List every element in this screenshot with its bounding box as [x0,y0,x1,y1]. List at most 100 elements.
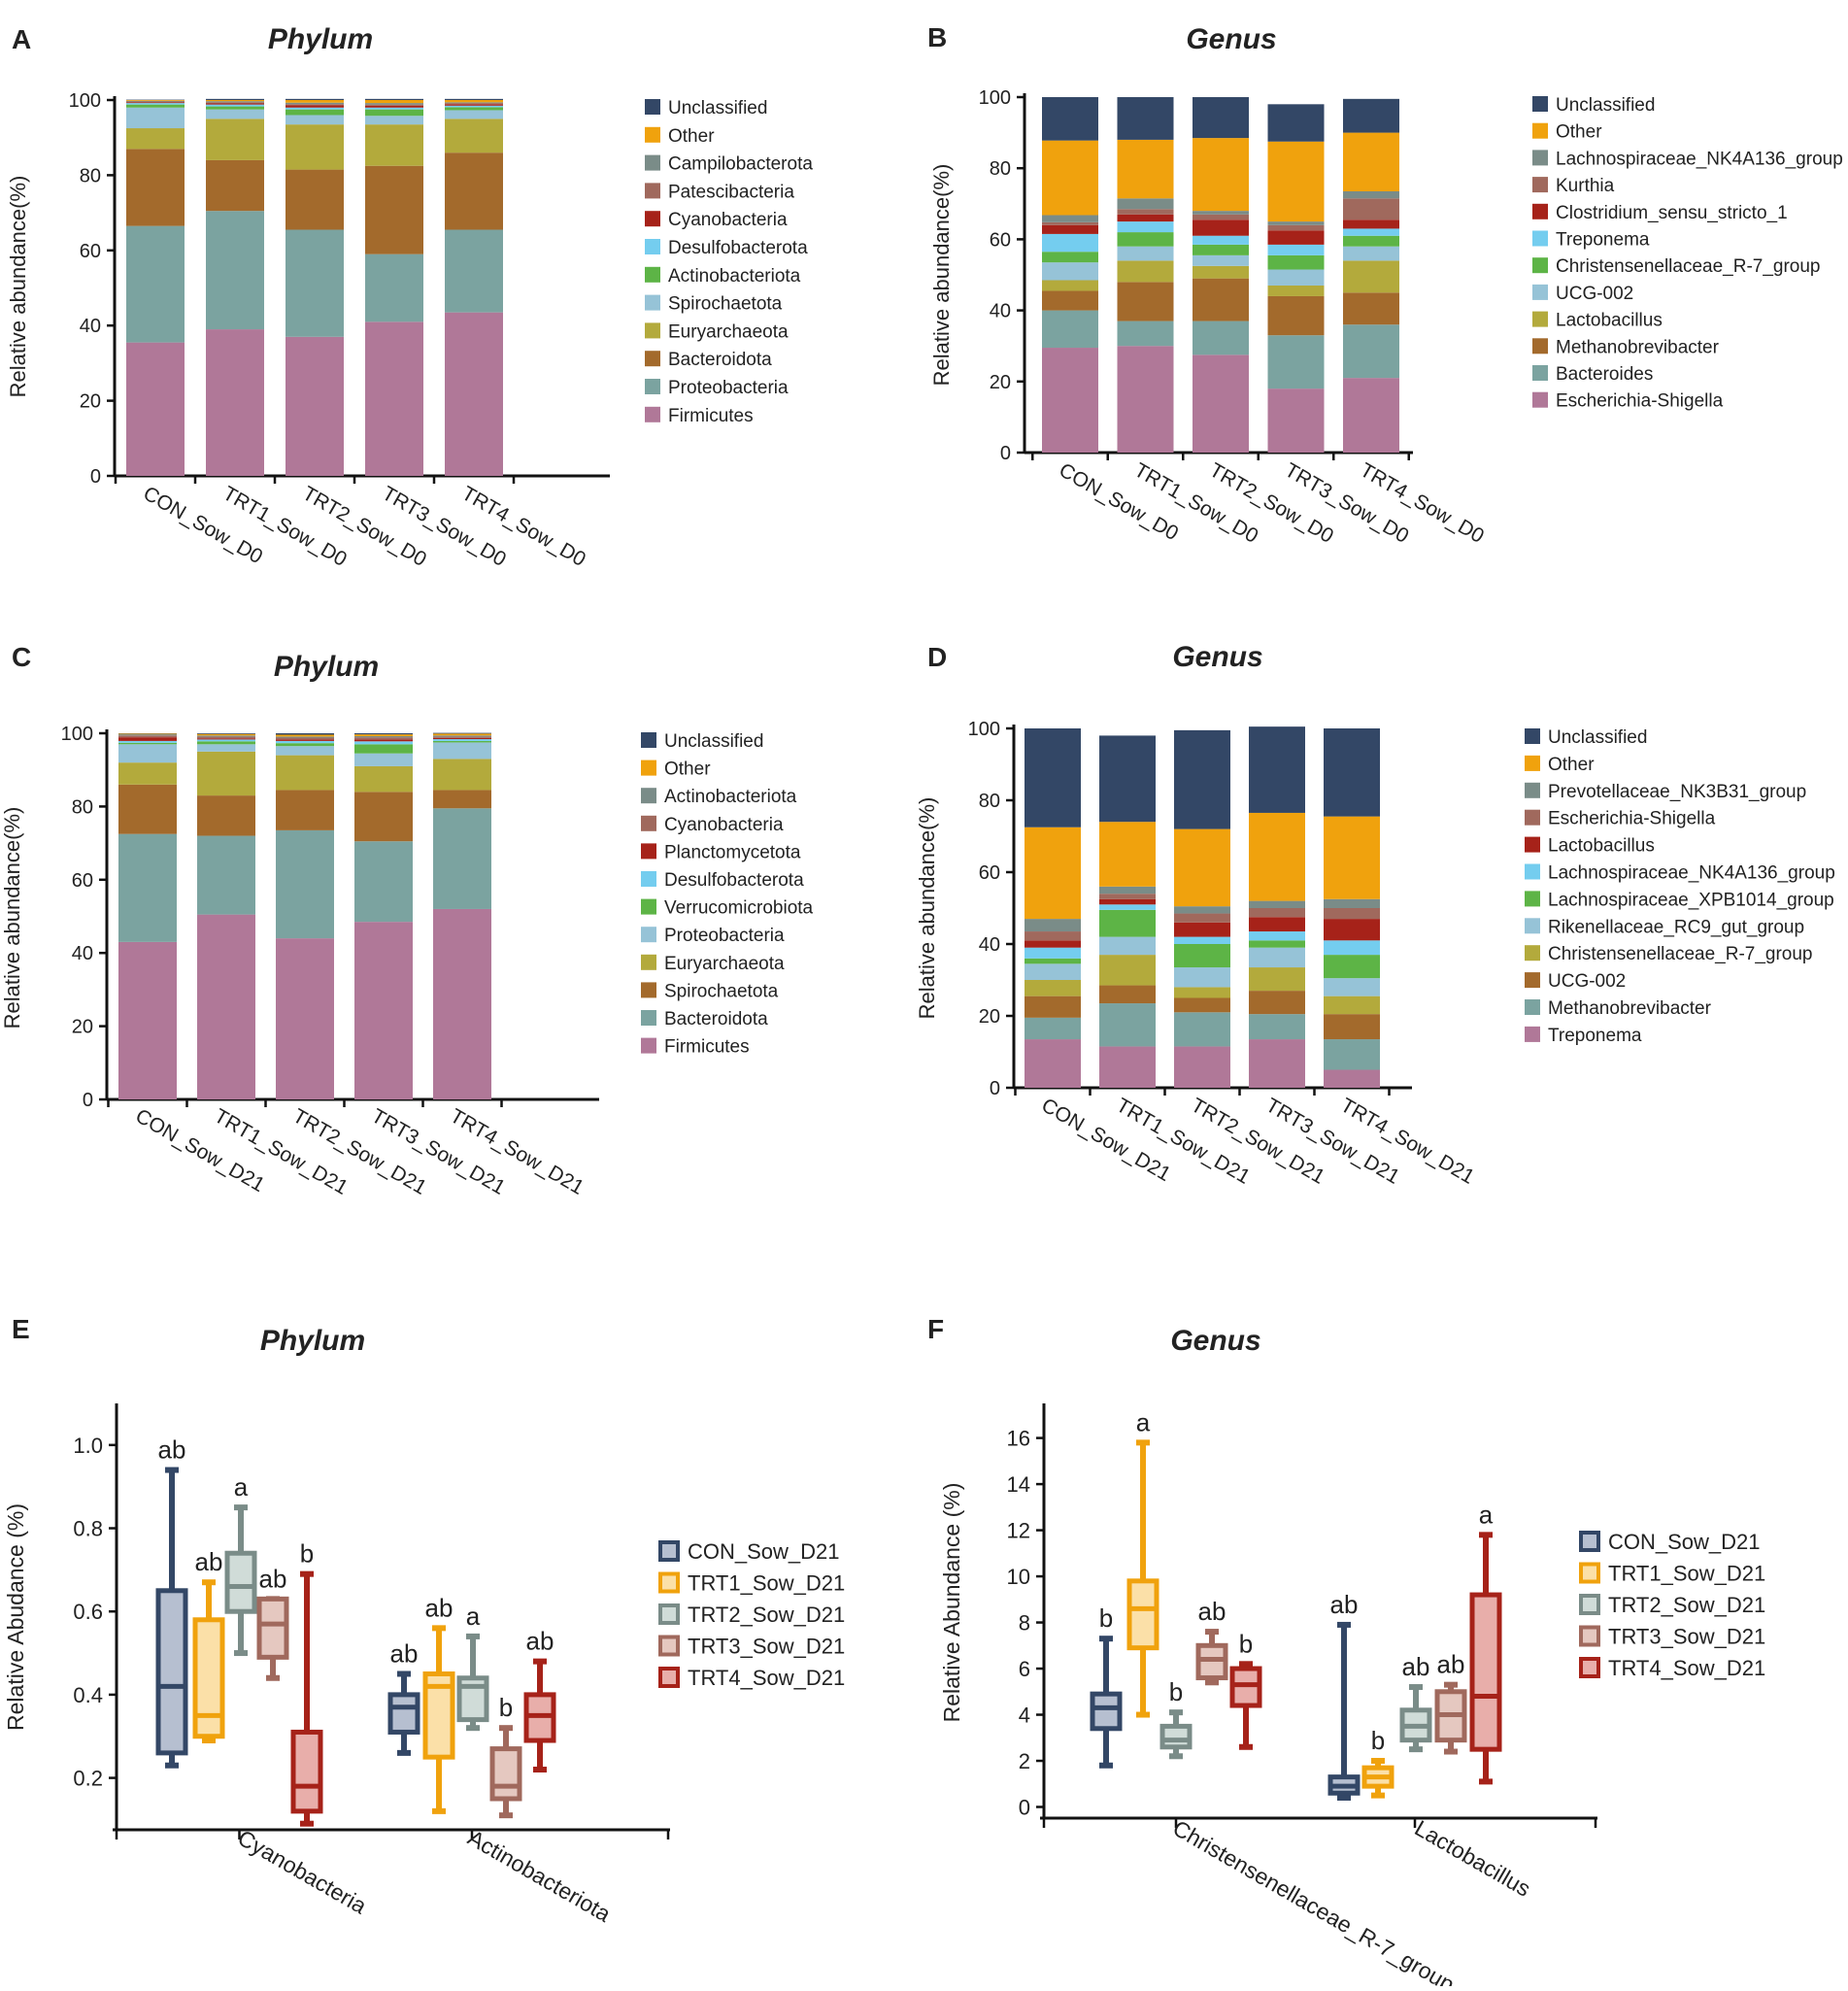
bar-segment [276,739,334,741]
bar-segment [206,99,264,100]
bar-segment [276,741,334,743]
x-tick-label: TRT4_Sow_D21 [447,1104,588,1198]
bar-segment [1042,234,1098,252]
y-tick-label: 40 [80,316,101,337]
bar-segment [433,738,491,739]
significance-label: b [499,1693,513,1722]
bar-segment [1343,324,1399,378]
x-tick-label: TRT2_Sow_D21 [289,1104,431,1198]
box-iqr [259,1599,286,1657]
bar-segment [365,321,423,476]
bar-segment [1268,230,1325,245]
y-tick-label: 40 [979,934,1000,956]
y-tick-label: 100 [979,87,1011,109]
bar-segment [286,230,344,337]
legend-swatch [645,211,660,226]
bar-segment [1249,991,1305,1014]
bar-segment [197,915,255,1099]
y-tick-label: 60 [72,870,93,892]
legend-label: Unclassified [1548,727,1647,748]
bar-segment [1042,252,1098,262]
bar-segment [197,741,255,744]
bar-segment [445,107,503,110]
legend-swatch [1532,365,1548,381]
bar-segment [206,105,264,107]
legend-swatch [1532,312,1548,327]
bar-segment [1042,280,1098,290]
y-tick-label: 60 [979,862,1000,884]
bar-segment [1025,728,1081,827]
bar-segment [365,254,423,322]
x-tick-label: Actinobacteriota [464,1825,616,1927]
bar-segment [1174,937,1230,944]
bar-segment [206,103,264,104]
y-axis-label: Relative Abudance (%) [3,1503,28,1731]
legend-swatch [645,295,660,311]
panel-letter: C [12,642,31,672]
bar-segment [1193,138,1249,211]
bar-segment [118,734,177,735]
bar-segment [365,124,423,166]
y-tick-label: 0 [83,1090,93,1111]
legend-swatch [641,1010,656,1026]
bar-segment [1099,986,1156,1004]
chart-title: Genus [1170,1325,1260,1357]
bar-segment [1268,388,1325,453]
bar-segment [433,739,491,741]
bar-segment [286,337,344,476]
x-tick-label: TRT3_Sow_D0 [1281,458,1413,548]
bar-segment [1118,215,1174,221]
legend-swatch [1581,1533,1598,1550]
bar-segment [1249,908,1305,917]
significance-label: b [1239,1629,1253,1658]
bar-segment [206,101,264,102]
box-iqr [1092,1694,1120,1729]
bar-segment [433,741,491,743]
bar-segment [1249,948,1305,967]
bar-segment [286,110,344,116]
bar-segment [433,759,491,790]
legend-label: TRT3_Sow_D21 [688,1635,845,1659]
y-axis-label: Relative Abundance (%) [939,1483,964,1723]
bar-segment [126,149,185,225]
legend-swatch [645,267,660,283]
bar-segment [1343,378,1399,453]
x-tick-label: TRT3_Sow_D21 [368,1104,510,1198]
legend-label: Rikenellaceae_RC9_gut_group [1548,917,1804,937]
bar-segment [445,313,503,476]
x-tick-label: Cyanobacteria [234,1825,372,1919]
legend-label: Euryarchaeota [668,321,789,342]
bar-segment [1324,1014,1380,1039]
y-tick-label: 0 [1019,1796,1030,1820]
significance-label: ab [158,1435,186,1465]
significance-label: ab [390,1638,419,1668]
legend-swatch [645,99,660,115]
bar-segment [1099,955,1156,985]
bar-segment [1042,348,1098,453]
bar-segment [286,124,344,169]
bar-segment [197,739,255,741]
legend-swatch [641,816,656,831]
legend-label: Escherichia-Shigella [1548,809,1716,829]
legend-label: Clostridium_sensu_stricto_1 [1556,203,1788,223]
significance-label: ab [425,1593,454,1622]
bar-segment [1268,335,1325,388]
legend-swatch [641,843,656,859]
bar-segment [354,734,413,736]
legend-swatch [1532,123,1548,139]
legend-swatch [1581,1565,1598,1582]
bar-segment [118,762,177,785]
box-iqr [227,1553,254,1611]
y-tick-label: 0.8 [73,1517,103,1541]
bar-segment [1042,311,1098,348]
legend-label: Proteobacteria [668,378,789,398]
y-tick-label: 60 [80,241,101,262]
bar-segment [1193,219,1249,235]
y-tick-label: 10 [1007,1565,1030,1589]
bar-segment [197,735,255,736]
bar-segment [1324,728,1380,817]
legend-swatch [1581,1596,1598,1613]
bar-segment [1025,1039,1081,1088]
legend-label: CON_Sow_D21 [688,1539,840,1564]
bar-segment [1099,1046,1156,1088]
